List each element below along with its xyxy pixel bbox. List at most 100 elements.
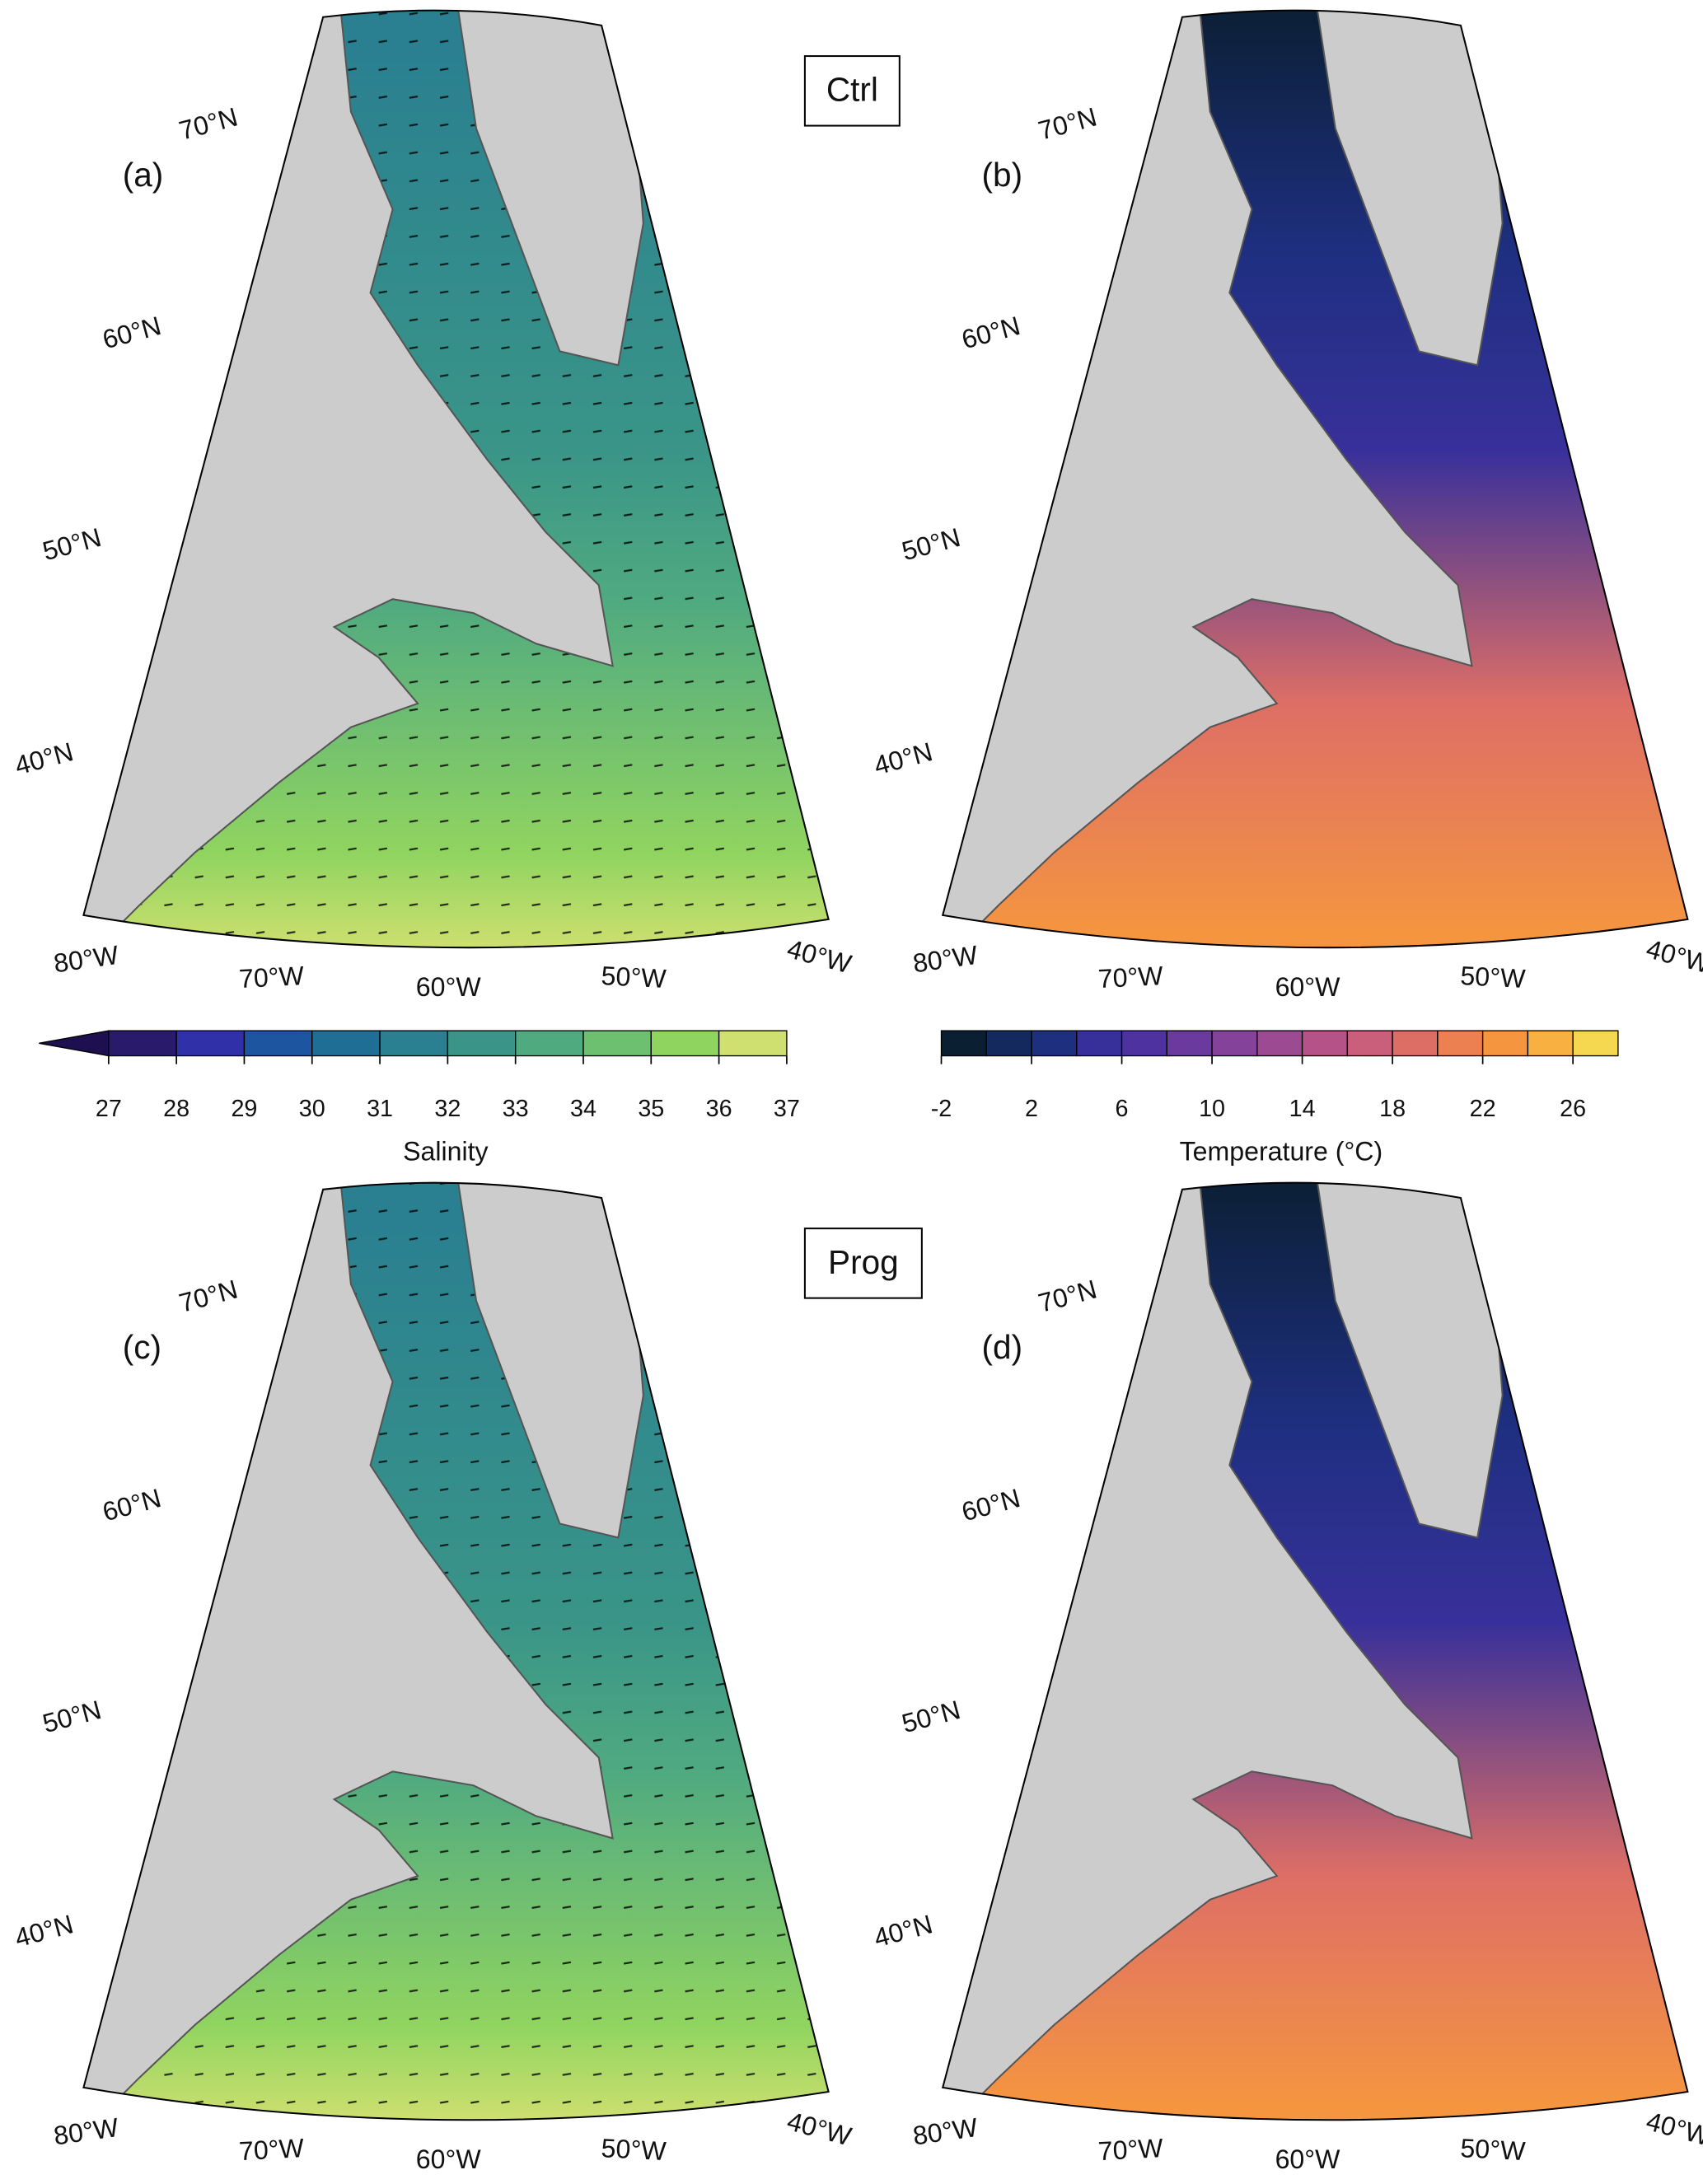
colorbar-segment bbox=[985, 1030, 1032, 1057]
lat-label: 70°N bbox=[176, 1274, 241, 1318]
lon-label: 40°W bbox=[784, 2106, 855, 2151]
lon-label: 60°W bbox=[416, 972, 482, 1002]
map-frame bbox=[941, 9, 1689, 949]
lon-label: 40°W bbox=[1643, 933, 1703, 979]
colorbar-segment bbox=[1392, 1030, 1439, 1057]
colorbar-segment bbox=[1572, 1030, 1619, 1057]
lat-label: 50°N bbox=[40, 522, 105, 566]
case-box bbox=[803, 55, 901, 127]
panel-label: (c) bbox=[123, 1328, 161, 1366]
colorbar-tick-label: 31 bbox=[367, 1096, 393, 1122]
colorbar-tick-label: -2 bbox=[931, 1096, 952, 1122]
lon-label: 80°W bbox=[911, 940, 980, 979]
case-box bbox=[803, 1228, 923, 1299]
panel-label: (a) bbox=[123, 156, 164, 194]
colorbar-tick-label: 33 bbox=[503, 1096, 529, 1122]
lat-label: 40°N bbox=[12, 1909, 77, 1953]
lon-label: 40°W bbox=[1643, 2106, 1703, 2151]
map-frame bbox=[941, 1181, 1689, 2121]
colorbar-segment bbox=[1301, 1030, 1349, 1057]
lon-label: 60°W bbox=[416, 2144, 482, 2174]
colorbar-tick-label: 36 bbox=[706, 1096, 732, 1122]
lon-label: 40°W bbox=[784, 933, 855, 979]
colorbar-segment bbox=[447, 1030, 517, 1057]
colorbar-segment bbox=[1437, 1030, 1484, 1057]
colorbar-segment bbox=[582, 1030, 652, 1057]
colorbar-tick-label: 26 bbox=[1560, 1096, 1586, 1122]
lon-label: 60°W bbox=[1275, 2144, 1341, 2174]
lon-label: 60°W bbox=[1275, 972, 1341, 1002]
lon-label: 80°W bbox=[52, 2112, 121, 2151]
colorbar-extend bbox=[39, 1030, 110, 1057]
colorbar-tick-label: 29 bbox=[231, 1096, 257, 1122]
colorbar-segment bbox=[1256, 1030, 1303, 1057]
case-label: Ctrl bbox=[826, 71, 878, 109]
map-frame bbox=[82, 9, 830, 949]
colorbar-tick-label: 34 bbox=[570, 1096, 597, 1122]
colorbar-segment bbox=[1121, 1030, 1167, 1057]
colorbar-segment bbox=[515, 1030, 584, 1057]
colorbar-tick-label: 10 bbox=[1199, 1096, 1225, 1122]
lat-label: 70°N bbox=[1035, 101, 1100, 145]
colorbar-segment bbox=[1076, 1030, 1123, 1057]
lon-label: 80°W bbox=[911, 2112, 980, 2151]
lon-label: 70°W bbox=[238, 961, 305, 994]
lon-label: 70°W bbox=[238, 2133, 305, 2166]
lat-label: 50°N bbox=[899, 522, 964, 566]
lat-label: 50°N bbox=[40, 1695, 105, 1738]
case-label: Prog bbox=[828, 1243, 899, 1281]
lon-label: 50°W bbox=[1460, 2133, 1527, 2166]
colorbar-segment bbox=[718, 1030, 788, 1057]
colorbar-segment bbox=[1481, 1030, 1529, 1057]
lat-label: 70°N bbox=[176, 101, 241, 145]
colorbar-label: Salinity bbox=[403, 1136, 489, 1166]
panel-label: (b) bbox=[982, 156, 1023, 194]
map-panel bbox=[943, 1182, 1688, 2121]
map-panel bbox=[943, 10, 1688, 948]
map-frame bbox=[82, 1181, 830, 2121]
colorbar-segment bbox=[940, 1030, 987, 1057]
lon-label: 70°W bbox=[1097, 2133, 1164, 2166]
lat-label: 50°N bbox=[899, 1695, 964, 1738]
colorbar-tick-label: 18 bbox=[1379, 1096, 1406, 1122]
colorbar-segment bbox=[311, 1030, 381, 1057]
colorbar-segment bbox=[1031, 1030, 1078, 1057]
colorbar-segment bbox=[108, 1030, 177, 1057]
colorbar-tick-label: 32 bbox=[434, 1096, 461, 1122]
map-panel bbox=[83, 1182, 829, 2121]
lat-label: 40°N bbox=[871, 1909, 936, 1953]
lat-label: 40°N bbox=[871, 737, 936, 780]
colorbar-tick-label: 35 bbox=[638, 1096, 664, 1122]
lat-label: 40°N bbox=[12, 737, 77, 780]
lon-label: 70°W bbox=[1097, 961, 1164, 994]
colorbar-tick-label: 2 bbox=[1025, 1096, 1038, 1122]
lon-label: 50°W bbox=[601, 2133, 667, 2166]
lat-label: 60°N bbox=[958, 1483, 1023, 1527]
lat-label: 60°N bbox=[100, 1483, 165, 1527]
colorbar-tick-label: 6 bbox=[1116, 1096, 1129, 1122]
lon-label: 50°W bbox=[1460, 961, 1527, 994]
lon-label: 50°W bbox=[601, 961, 667, 994]
colorbar-tick-label: 27 bbox=[96, 1096, 122, 1122]
lon-label: 80°W bbox=[52, 940, 121, 979]
colorbar-segment bbox=[1346, 1030, 1393, 1057]
colorbar-tick-label: 22 bbox=[1470, 1096, 1496, 1122]
colorbar-segment bbox=[1211, 1030, 1258, 1057]
colorbar-segment bbox=[243, 1030, 313, 1057]
colorbar-segment bbox=[1166, 1030, 1213, 1057]
colorbar-segment bbox=[650, 1030, 720, 1057]
lat-label: 60°N bbox=[100, 311, 165, 354]
lat-label: 70°N bbox=[1035, 1274, 1100, 1318]
colorbar-tick-label: 14 bbox=[1289, 1096, 1316, 1122]
colorbar-segment bbox=[379, 1030, 449, 1057]
colorbar-segment bbox=[175, 1030, 246, 1057]
map-panel bbox=[83, 10, 829, 948]
colorbar-label: Temperature (°C) bbox=[1180, 1136, 1383, 1166]
colorbar-tick-label: 37 bbox=[774, 1096, 800, 1122]
lat-label: 60°N bbox=[958, 311, 1023, 354]
panel-label: (d) bbox=[982, 1328, 1023, 1366]
colorbar-segment bbox=[1527, 1030, 1574, 1057]
colorbar-tick-label: 28 bbox=[163, 1096, 189, 1122]
colorbar-tick-label: 30 bbox=[299, 1096, 325, 1122]
